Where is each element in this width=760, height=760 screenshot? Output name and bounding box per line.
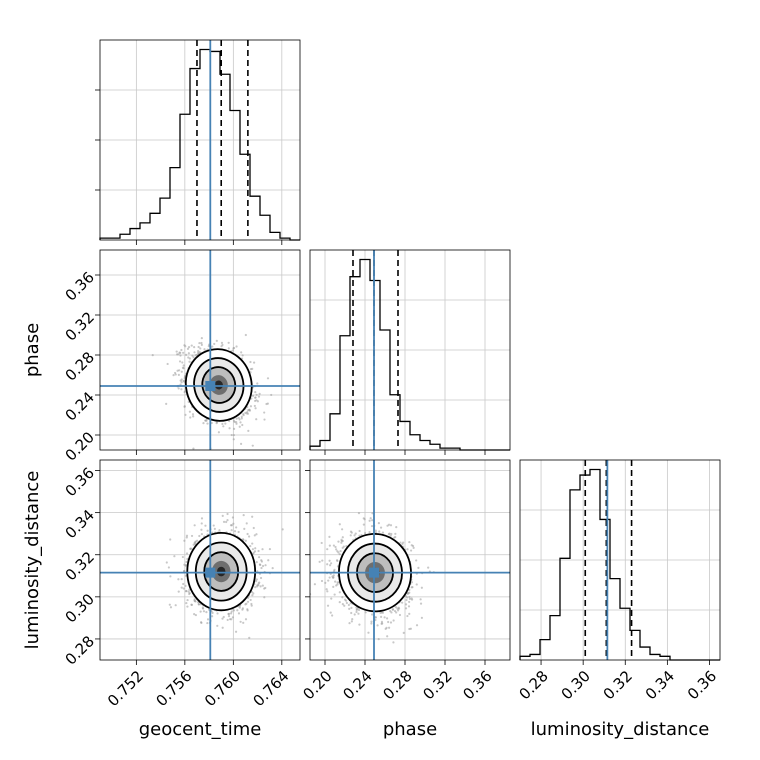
histogram-step [99, 48, 300, 241]
x-tick-label: 0.34 [642, 667, 678, 703]
x-tick-label: 0.752 [104, 667, 147, 710]
truth-marker [205, 381, 216, 391]
y-tick-label: 0.32 [62, 548, 98, 584]
x-tick-label: 0.28 [379, 667, 415, 703]
density-level [214, 380, 223, 390]
x-tick-label: 0.32 [600, 667, 636, 703]
y-tick-label: 0.28 [62, 632, 98, 668]
density-level [216, 566, 226, 577]
joint-panel-phase-luminosity_distance [305, 459, 511, 665]
y-axis-label-phase: phase [22, 323, 43, 377]
panel-border [519, 459, 721, 661]
panel-border [99, 249, 301, 451]
y-tick-label: 0.36 [62, 464, 98, 500]
y-tick-label: 0.30 [62, 590, 98, 626]
y-tick-label: 0.24 [62, 388, 98, 424]
x-axis-label-phase: phase [383, 719, 437, 740]
x-tick-label: 0.36 [459, 667, 495, 703]
x-tick-label: 0.20 [299, 667, 335, 703]
panel-border [309, 459, 511, 661]
histogram-step [309, 258, 510, 451]
truth-marker [369, 567, 379, 578]
hist-panel-luminosity_distance [519, 459, 721, 665]
joint-panel-geocent_time-phase [95, 249, 301, 455]
histogram-step [519, 468, 720, 661]
y-tick-label: 0.36 [62, 268, 98, 304]
joint-panel-geocent_time-luminosity_distance [95, 459, 301, 665]
x-tick-label: 0.24 [339, 667, 375, 703]
truth-marker [205, 567, 216, 578]
y-tick-label: 0.34 [62, 506, 98, 542]
x-tick-label: 0.760 [201, 667, 244, 710]
x-tick-label: 0.756 [152, 667, 195, 710]
y-tick-label: 0.32 [62, 308, 98, 344]
hist-panel-phase [309, 249, 511, 455]
x-tick-label: 0.764 [249, 667, 292, 710]
hist-panel-geocent_time [95, 39, 301, 245]
x-tick-label: 0.36 [684, 667, 720, 703]
y-tick-label: 0.20 [62, 428, 98, 464]
panel-border [99, 459, 301, 661]
x-tick-label: 0.28 [515, 667, 551, 703]
x-tick-label: 0.30 [558, 667, 594, 703]
x-tick-label: 0.32 [419, 667, 455, 703]
y-axis-label-luminosity-distance: luminosity_distance [22, 471, 43, 650]
panel-border [309, 249, 511, 451]
x-axis-label-geocent-time: geocent_time [139, 719, 262, 740]
y-tick-label: 0.28 [62, 348, 98, 384]
x-axis-label-luminosity-distance: luminosity_distance [531, 719, 710, 740]
